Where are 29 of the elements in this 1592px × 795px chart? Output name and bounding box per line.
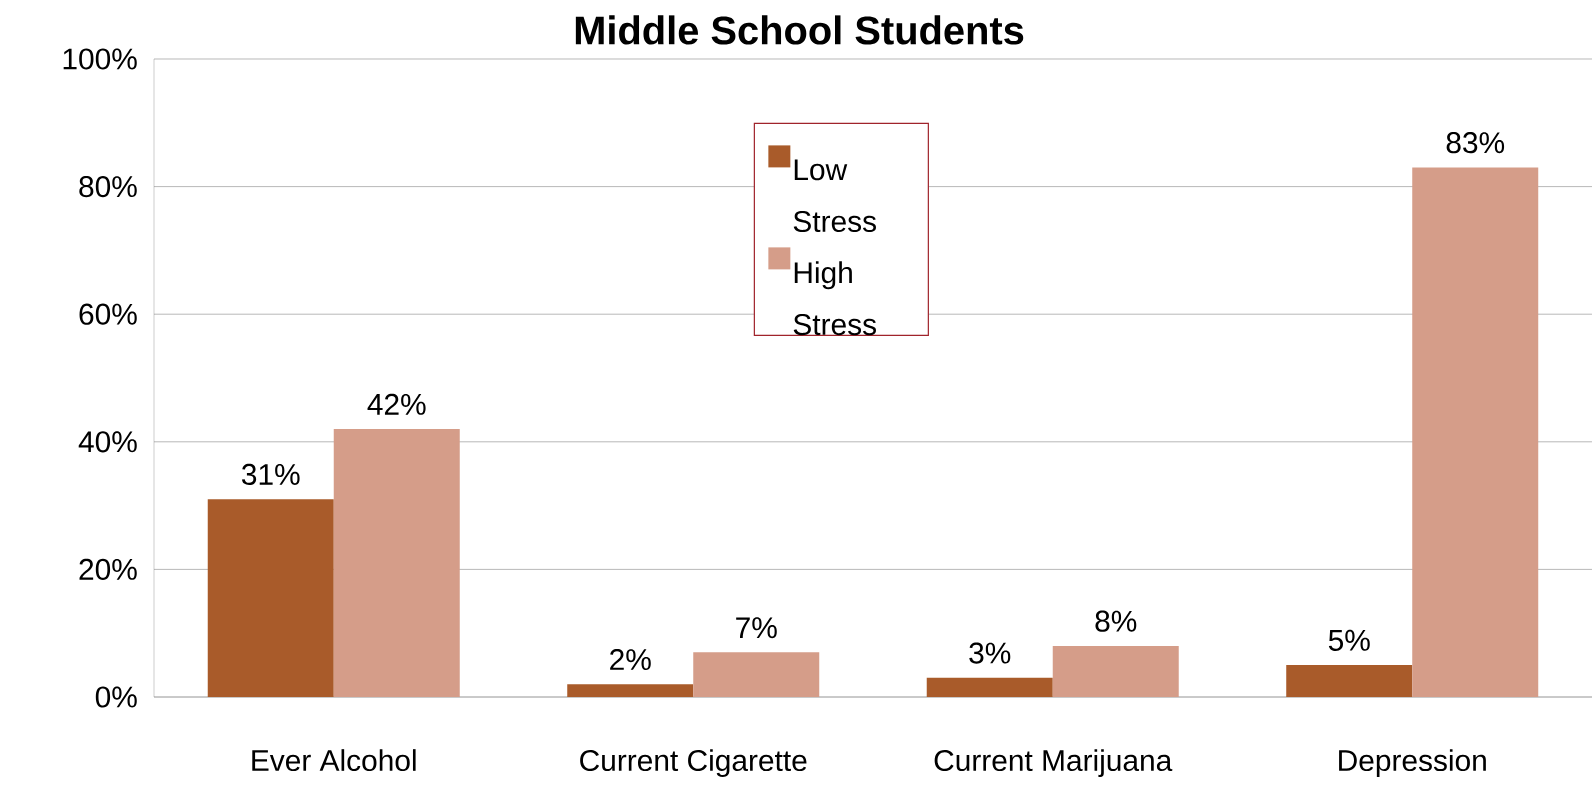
x-tick-label: Current Marijuana bbox=[934, 749, 1173, 778]
x-tick-label: Depression bbox=[1339, 749, 1486, 778]
bar bbox=[1412, 167, 1539, 697]
bar bbox=[1052, 645, 1179, 697]
bar bbox=[567, 684, 694, 697]
y-tick-label: 100% bbox=[63, 48, 137, 70]
data-label: 31% bbox=[241, 463, 300, 486]
bar bbox=[693, 652, 820, 697]
data-label: 7% bbox=[736, 617, 777, 639]
data-label: 83% bbox=[1446, 132, 1505, 154]
bar bbox=[926, 677, 1053, 697]
bar bbox=[207, 499, 334, 697]
legend-label: High Stress bbox=[793, 261, 876, 336]
x-tick-label: Current Cigarette bbox=[580, 749, 807, 778]
data-label: 5% bbox=[1328, 629, 1370, 651]
chart-title: Middle School Students bbox=[575, 15, 1024, 45]
y-tick-label: 40% bbox=[78, 431, 137, 453]
data-label: 2% bbox=[610, 648, 651, 671]
data-label: 3% bbox=[969, 642, 1011, 664]
data-label: 8% bbox=[1095, 610, 1137, 632]
bar bbox=[333, 429, 460, 697]
bar bbox=[1286, 665, 1413, 697]
y-tick-label: 20% bbox=[79, 558, 137, 580]
y-tick-label: 0% bbox=[95, 686, 137, 708]
x-tick-label: Ever Alcohol bbox=[252, 749, 416, 772]
legend-label: Low Stress bbox=[793, 159, 876, 233]
y-tick-label: 60% bbox=[79, 303, 137, 325]
data-label: 42% bbox=[367, 393, 426, 415]
y-tick-label: 80% bbox=[79, 176, 137, 198]
